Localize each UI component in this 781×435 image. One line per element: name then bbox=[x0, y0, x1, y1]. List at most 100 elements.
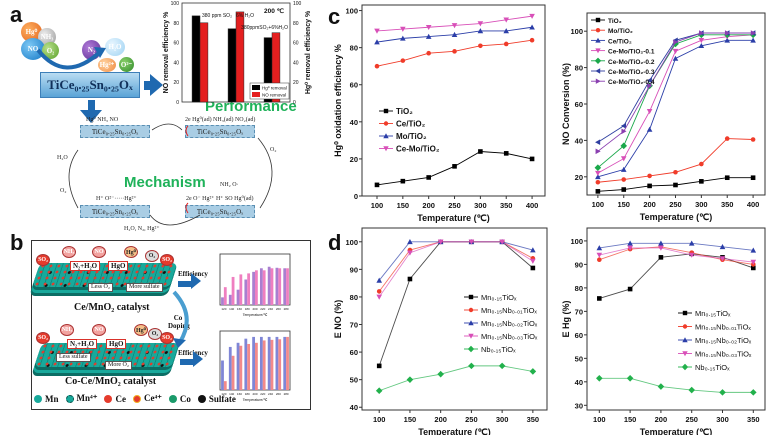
x-tick-label: 220 bbox=[260, 392, 265, 396]
data-point bbox=[620, 156, 627, 162]
x-axis-label: Temperature/℃ bbox=[243, 313, 269, 317]
species-top-left: Hg⁰ NH₃ NO bbox=[86, 117, 119, 123]
data-point bbox=[621, 187, 627, 192]
data-point bbox=[719, 256, 726, 262]
efficiency-label-bottom: Efficiency bbox=[178, 349, 208, 357]
x-tick-label: 200 bbox=[655, 415, 668, 424]
x-tick-label: 100 bbox=[373, 415, 386, 424]
data-point bbox=[672, 55, 679, 61]
bar bbox=[283, 268, 287, 305]
data-point bbox=[529, 156, 535, 162]
bar bbox=[255, 342, 258, 390]
legend-dot-icon bbox=[197, 394, 206, 403]
y2-tick-label: 80 bbox=[293, 21, 299, 27]
gas-bubble-bottom: Hg⁰ bbox=[134, 324, 148, 336]
species-left-o2: O₂ bbox=[60, 188, 67, 194]
legend-label: Ce⁴⁺ bbox=[143, 393, 162, 403]
x-tick-label: 250 bbox=[465, 415, 478, 424]
bar bbox=[244, 279, 248, 305]
y-tick-label: 0 bbox=[354, 192, 358, 201]
bar bbox=[270, 339, 274, 390]
y-tick-label: 100 bbox=[345, 238, 358, 247]
data-point bbox=[426, 175, 431, 180]
mechanism-box-2: TiCe₀.₂₅Sn₀.₂₅Oₓ bbox=[185, 125, 255, 138]
data-point bbox=[374, 28, 380, 34]
gas-bubble-bottom: NH₃ bbox=[60, 324, 74, 336]
legend-marker bbox=[681, 363, 689, 371]
gas-bubble-top: Hg⁰ bbox=[124, 246, 138, 258]
x-tick-label: 300 bbox=[695, 200, 708, 209]
legend-item: Ce⁴⁺ bbox=[132, 393, 162, 404]
x-tick-label: 260 bbox=[276, 307, 281, 311]
data-point bbox=[749, 389, 757, 396]
data-point bbox=[595, 148, 601, 155]
data-point bbox=[647, 183, 652, 189]
doping-arrow-icon bbox=[172, 290, 189, 348]
legend-label: Ce-Mo/TiO₂-0.4 bbox=[608, 79, 655, 86]
legend-marker bbox=[468, 333, 474, 339]
x-tick-label: 160 bbox=[237, 307, 242, 311]
x-tick-label: 120 bbox=[221, 392, 226, 396]
bar-chart-2 bbox=[219, 330, 291, 391]
y-tick-label: 0 bbox=[176, 100, 179, 106]
x-tick-label: 100 bbox=[593, 415, 606, 424]
data-point bbox=[425, 33, 432, 39]
x-axis-label: Temperature/℃ bbox=[243, 398, 269, 402]
data-point bbox=[698, 38, 705, 44]
data-point bbox=[595, 189, 601, 194]
data-point bbox=[699, 179, 704, 184]
bar bbox=[235, 11, 245, 103]
panel-label-b: b bbox=[10, 230, 24, 255]
bar bbox=[271, 32, 281, 103]
x-tick-label: 200 bbox=[643, 200, 656, 209]
line-chart-3 bbox=[359, 4, 546, 199]
plot-frame bbox=[361, 227, 548, 411]
species-right-o2: O₂ bbox=[270, 147, 277, 153]
x-tick-label: 100 bbox=[371, 201, 384, 210]
series-3 bbox=[376, 239, 536, 300]
data-point bbox=[529, 368, 537, 375]
gas-bubble-top: NH₃ bbox=[62, 246, 76, 258]
gas-bubble-top: SO₂ bbox=[160, 254, 174, 266]
legend-label: Mn₀.₁₅Nb₀.₀₃TiOₓ bbox=[481, 332, 538, 341]
legend-label: Ce-Mo/TiO₂ bbox=[396, 145, 440, 154]
legend-label: Mn₀.₁₅TiOₓ bbox=[481, 293, 517, 302]
catalyst-legend: Mn Mn⁴⁺ Ce Ce⁴⁺ Co Sulfate bbox=[34, 393, 236, 404]
data-point bbox=[597, 296, 602, 301]
y-axis-label: NO Conversion (%) bbox=[561, 63, 571, 145]
x-tick-label: 280 bbox=[284, 392, 289, 396]
category-label: 380ppmSO₂+6%H₂O bbox=[241, 25, 288, 31]
legend-label: Nb₀.₁₅TiOₓ bbox=[695, 363, 730, 372]
legend-label: Nb₀.₁₅TiOₓ bbox=[481, 345, 516, 354]
data-point bbox=[529, 13, 535, 19]
species-bottom-left: H⁺ O²⁻·····Hg²⁺ bbox=[96, 196, 137, 202]
y-tick-label: 100 bbox=[570, 237, 583, 246]
legend-label: Mo/TiO₂ bbox=[396, 132, 427, 141]
species-bottom-products: H₂O, N₂, Hg²⁺ bbox=[124, 226, 160, 232]
data-point bbox=[468, 362, 475, 370]
top-n2h2o-box: N₂+H₂O bbox=[70, 261, 101, 271]
legend-marker bbox=[595, 68, 601, 74]
line-chart-4 bbox=[584, 12, 766, 198]
series-1 bbox=[374, 37, 535, 69]
data-point bbox=[478, 43, 483, 49]
mechanism-label: Mechanism bbox=[124, 174, 206, 191]
legend-marker bbox=[595, 78, 601, 84]
o2minus-bubble: O²⁻ bbox=[119, 57, 134, 72]
bar bbox=[244, 338, 248, 390]
legend-item: Mn⁴⁺ bbox=[65, 393, 97, 404]
hg2-bubble: Hg²⁺ bbox=[98, 58, 116, 72]
data-point bbox=[425, 24, 432, 31]
bar bbox=[236, 342, 240, 390]
chart-title: 200 ℃ bbox=[264, 7, 285, 15]
x-tick-label: 150 bbox=[397, 201, 410, 210]
x-tick-label: 350 bbox=[527, 415, 540, 424]
x-tick-label: 250 bbox=[685, 415, 698, 424]
data-point bbox=[724, 37, 731, 43]
data-point bbox=[750, 137, 756, 142]
gas-bubble-bottom: SO₂ bbox=[160, 332, 174, 344]
bar bbox=[259, 336, 263, 390]
data-point bbox=[451, 31, 458, 37]
bar bbox=[270, 268, 274, 305]
data-point bbox=[658, 240, 664, 246]
